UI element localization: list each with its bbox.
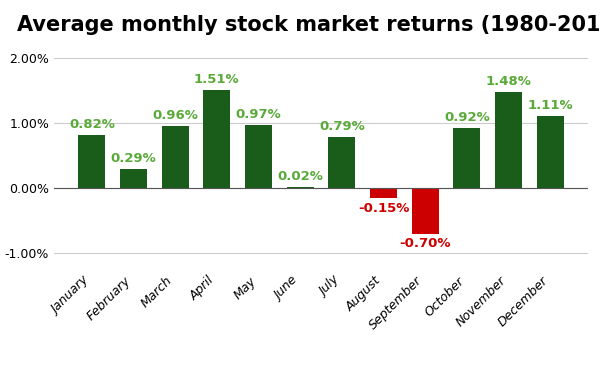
Bar bbox=[161, 126, 188, 188]
Text: 0.96%: 0.96% bbox=[152, 108, 198, 122]
Text: 1.48%: 1.48% bbox=[485, 75, 532, 88]
Bar bbox=[78, 135, 106, 188]
Bar bbox=[536, 116, 564, 188]
Bar bbox=[454, 128, 481, 188]
Bar bbox=[245, 125, 272, 188]
Text: -0.70%: -0.70% bbox=[400, 237, 451, 251]
Bar bbox=[203, 90, 230, 188]
Text: 0.79%: 0.79% bbox=[319, 120, 365, 133]
Bar bbox=[287, 187, 314, 188]
Bar bbox=[412, 188, 439, 233]
Text: 0.02%: 0.02% bbox=[277, 170, 323, 183]
Text: 0.82%: 0.82% bbox=[69, 118, 115, 131]
Text: 0.97%: 0.97% bbox=[236, 108, 281, 121]
Bar bbox=[370, 188, 397, 198]
Text: 0.29%: 0.29% bbox=[110, 152, 157, 165]
Bar bbox=[328, 137, 355, 188]
Text: -0.15%: -0.15% bbox=[358, 202, 409, 215]
Bar bbox=[120, 169, 147, 188]
Text: 1.11%: 1.11% bbox=[527, 99, 573, 112]
Text: 1.51%: 1.51% bbox=[194, 73, 239, 86]
Text: 0.92%: 0.92% bbox=[444, 111, 490, 124]
Bar bbox=[495, 92, 522, 188]
Title: Average monthly stock market returns (1980-2018): Average monthly stock market returns (19… bbox=[17, 15, 600, 35]
